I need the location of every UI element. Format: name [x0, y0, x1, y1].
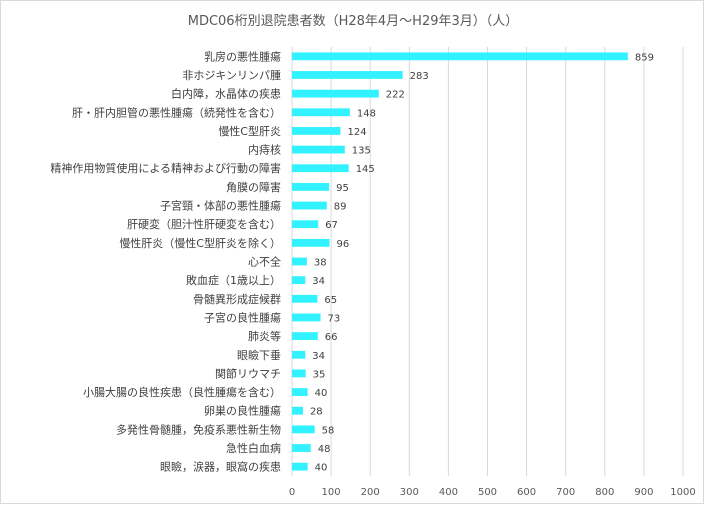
data-label: 67	[325, 220, 338, 231]
category-label: 肺炎等	[248, 329, 281, 343]
data-label: 124	[347, 127, 366, 138]
data-label: 283	[410, 71, 429, 82]
x-tick-label: 200	[361, 487, 380, 498]
category-label: 慢性C型肝炎	[218, 124, 281, 138]
category-label: 敗血症（1歳以上）	[186, 273, 281, 287]
category-label: 心不全	[248, 255, 281, 269]
bar	[292, 276, 306, 285]
bar	[292, 388, 308, 396]
x-tick-label: 1000	[670, 487, 695, 498]
data-label: 40	[315, 463, 328, 474]
data-label: 135	[352, 146, 371, 157]
data-label: 859	[635, 52, 654, 63]
data-label: 34	[312, 351, 325, 362]
category-label: 眼瞼，涙器，眼窩の疾患	[160, 460, 281, 474]
bar	[292, 462, 308, 471]
bar	[292, 220, 319, 229]
category-label: 肝硬変（胆汁性肝硬変を含む）	[127, 217, 281, 231]
bar	[292, 182, 330, 191]
x-tick-label: 600	[517, 487, 536, 498]
data-label: 96	[337, 239, 350, 250]
x-tick-label: 500	[478, 487, 497, 498]
bar	[292, 164, 349, 173]
bar	[292, 444, 311, 452]
category-label: 卵巣の良性腫瘍	[204, 404, 281, 418]
category-label: 肝・肝内胆管の悪性腫瘍（続発性を含む）	[72, 105, 281, 119]
category-label: 精神作用物質使用による精神および行動の障害	[50, 161, 281, 175]
x-tick-label: 0	[289, 487, 295, 498]
value-labels: 8592832221481241351459589679638346573663…	[310, 52, 654, 473]
category-label: 小腸大腸の良性疾患（良性腫瘍を含む）	[83, 385, 281, 399]
x-tick-label: 400	[439, 487, 458, 498]
data-label: 58	[322, 425, 335, 436]
data-label: 222	[386, 90, 405, 101]
bar	[292, 238, 330, 247]
data-label: 148	[357, 108, 376, 119]
category-label: 関節リウマチ	[215, 366, 281, 380]
bar	[292, 406, 303, 415]
category-label: 内痔核	[248, 143, 281, 157]
data-label: 40	[315, 388, 328, 399]
category-label: 白内障，水晶体の疾患	[171, 87, 281, 101]
bar	[292, 425, 315, 434]
bar	[292, 145, 345, 154]
category-label: 非ホジキンリンパ腫	[182, 68, 281, 82]
category-label: 多発性骨髄腫，免疫系悪性新生物	[116, 422, 281, 436]
bar	[292, 257, 307, 266]
category-labels: 乳房の悪性腫瘍非ホジキンリンパ腫白内障，水晶体の疾患肝・肝内胆管の悪性腫瘍（続発…	[50, 49, 281, 473]
bar	[292, 332, 318, 341]
data-label: 145	[356, 164, 375, 175]
data-label: 38	[314, 258, 327, 269]
category-label: 子宮頸・体部の悪性腫瘍	[160, 199, 281, 213]
x-tick-label: 700	[556, 487, 575, 498]
category-label: 乳房の悪性腫瘍	[204, 49, 281, 63]
bar	[292, 52, 628, 61]
data-label: 66	[325, 332, 338, 343]
bar	[292, 313, 321, 322]
category-label: 角膜の障害	[226, 180, 281, 194]
x-axis-ticks: 0 100 200 300 400 500 600 700 800 900 1000	[289, 487, 696, 498]
bar	[292, 71, 403, 79]
x-tick-label: 100	[322, 487, 341, 498]
data-label: 65	[324, 295, 337, 306]
x-tick-label: 900	[634, 487, 653, 498]
data-label: 73	[328, 313, 341, 324]
bar	[292, 201, 327, 210]
bar	[292, 89, 379, 98]
data-label: 48	[318, 444, 331, 455]
category-label: 眼瞼下垂	[237, 348, 281, 362]
category-label: 骨髄異形成症候群	[193, 292, 281, 306]
bar	[292, 350, 306, 359]
bar	[292, 369, 306, 378]
category-label: 子宮の良性腫瘍	[204, 310, 281, 324]
bar	[292, 108, 350, 117]
data-label: 95	[336, 183, 349, 194]
category-label: 急性白血病	[226, 441, 281, 455]
x-tick-label: 800	[595, 487, 614, 498]
data-label: 34	[312, 276, 325, 287]
bar	[292, 294, 318, 303]
category-label: 慢性肝炎（慢性C型肝炎を除く）	[119, 236, 281, 250]
chart-title: MDC06桁別退院患者数（H28年4月～H29年3月）（人）	[188, 14, 519, 29]
data-label: 35	[313, 369, 326, 380]
bar	[292, 127, 341, 135]
x-tick-label: 300	[400, 487, 419, 498]
bars	[292, 52, 628, 471]
data-label: 28	[310, 407, 323, 418]
gridlines	[291, 47, 684, 476]
data-label: 89	[334, 202, 347, 213]
